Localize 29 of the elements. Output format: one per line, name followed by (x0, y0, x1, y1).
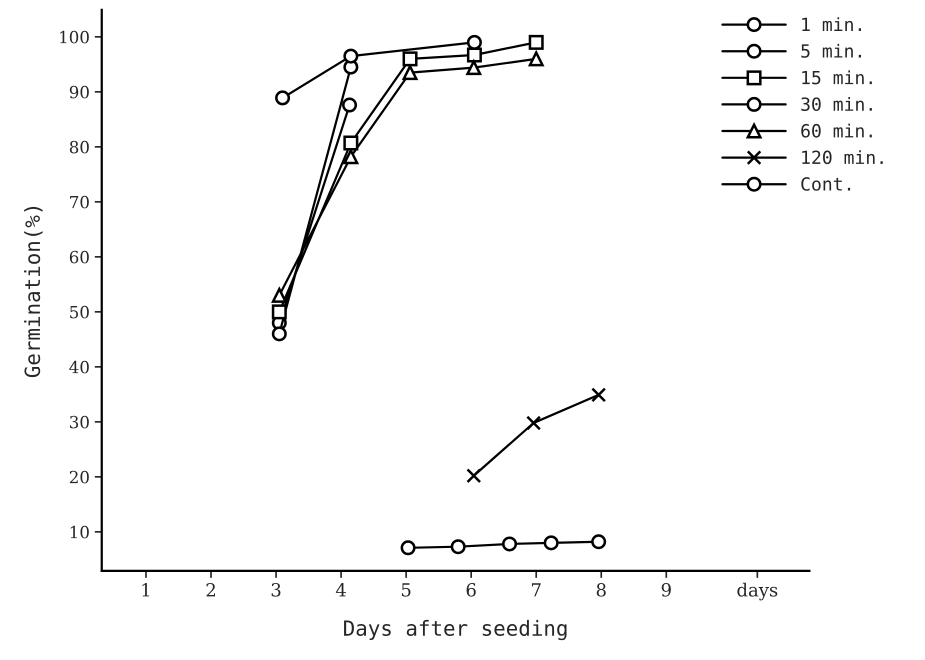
x-tick-label: 1 (142, 583, 150, 596)
y-tick-label: 30 (70, 416, 89, 428)
y-tick-label: 80 (70, 140, 89, 154)
y-tick-label: 100 (60, 30, 89, 44)
x-tick-label: 6 (466, 583, 476, 597)
x-tick-label: 2 (206, 583, 215, 596)
y-tick-label: 70 (70, 196, 89, 208)
y-tick-label: 10 (70, 526, 89, 538)
legend-label: 5 min. (801, 44, 861, 58)
legend-label: 60 min. (801, 124, 872, 138)
y-tick-label: 20 (70, 470, 89, 484)
x-tick-label: 8 (596, 583, 606, 597)
x-tick-label: 3 (272, 583, 280, 597)
y-tick-label: 90 (70, 86, 89, 98)
legend-label: 120 min. (802, 150, 883, 164)
x-tick-label: days (737, 582, 778, 600)
y-tick-label: 60 (70, 250, 89, 264)
y-axis-title: Germination(%) (24, 206, 43, 378)
x-tick-label: 7 (532, 583, 541, 596)
legend-label: 1 min. (802, 17, 861, 31)
legend-label: 15 min. (802, 70, 872, 84)
x-tick-label: 9 (662, 583, 671, 597)
x-axis-title: Days after seeding (344, 620, 567, 640)
legend-label: 30 min. (801, 97, 872, 111)
x-tick-label: 5 (402, 583, 410, 597)
x-tick-label: 4 (336, 583, 346, 596)
y-tick-label: 50 (70, 306, 89, 318)
y-tick-label: 40 (69, 360, 89, 374)
legend-label: Cont. (801, 177, 850, 191)
